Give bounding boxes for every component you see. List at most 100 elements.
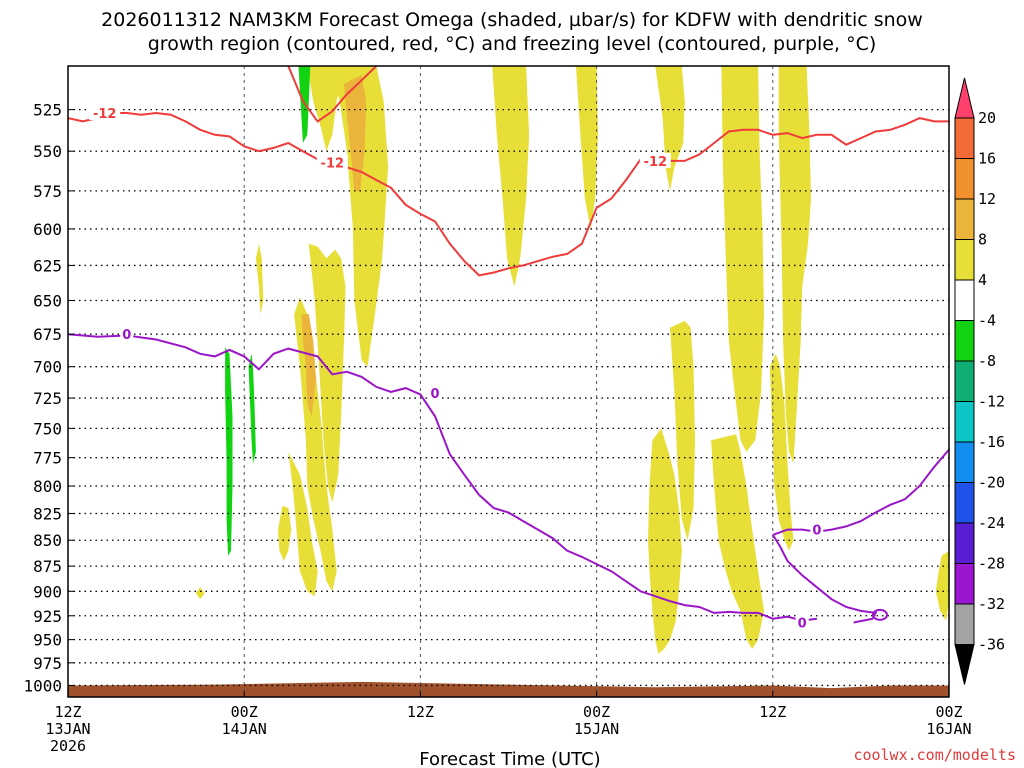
omega-shaded-region — [307, 66, 344, 152]
colorbar-tick-label: 12 — [978, 190, 996, 208]
y-tick-label: 775 — [33, 449, 62, 468]
contour-label: 0 — [122, 328, 131, 343]
credit-text: coolwx.com/modelts — [853, 746, 1016, 764]
y-tick-label: 875 — [33, 557, 62, 576]
contour-label: -12 — [93, 107, 117, 122]
omega-shaded-region — [778, 66, 811, 464]
colorbar-tick-label: 16 — [978, 150, 996, 168]
omega-shaded-region — [721, 66, 764, 452]
y-tick-label: 900 — [33, 582, 62, 601]
x-tick-label: 12Z — [759, 703, 786, 721]
omega-shaded-region — [576, 66, 599, 229]
omega-shaded-region — [248, 353, 256, 464]
colorbar-tick-label: -8 — [978, 352, 996, 370]
x-tick-label: 12Z — [54, 703, 81, 721]
colorbar-tick-label: -24 — [978, 514, 1005, 532]
omega-shaded-region — [278, 505, 292, 561]
freezing-level-hook — [771, 534, 878, 624]
colorbar: 20 16 12 8 4 -4 -8 -12 -16 -20 -24 -28 -32 -36 — [954, 77, 1005, 685]
omega-shaded-region — [195, 587, 205, 600]
contour-label-bg — [120, 326, 134, 342]
contour-label: -12 — [644, 155, 668, 170]
colorbar-tick-label: -4 — [978, 312, 996, 330]
omega-shaded-region — [294, 297, 337, 592]
chart-title-line1: 2026011312 NAM3KM Forecast Omega (shaded… — [101, 9, 923, 31]
y-tick-label: 1000 — [23, 676, 62, 695]
y-tick-label: 800 — [33, 477, 62, 496]
y-tick-label: 675 — [33, 325, 62, 344]
colorbar-segment — [954, 441, 975, 483]
x-tick-label: 00Z — [231, 703, 258, 721]
omega-shaded-region — [655, 66, 685, 191]
colorbar-segment — [954, 482, 975, 524]
colorbar-segment — [954, 320, 975, 362]
colorbar-segment — [954, 198, 975, 240]
contour-label-bg — [639, 152, 671, 168]
y-tick-label: 575 — [33, 182, 62, 201]
omega-shaded-region — [225, 347, 233, 556]
omega-shaded-region — [255, 243, 264, 315]
y-axis: 525 550 575 600 625 650 675 700 725 750 775 800 825 8… — [23, 101, 74, 695]
contour-label: 0 — [431, 387, 440, 402]
contour-label: -12 — [321, 156, 345, 171]
omega-shaded-region — [769, 353, 794, 551]
freezing-level-line — [68, 333, 818, 622]
x-axis-label: Forecast Time (UTC) — [419, 749, 600, 768]
plot-area: -12 -12 -12 0 0 0 0 — [67, 65, 950, 698]
colorbar-tick-label: 4 — [978, 271, 987, 289]
colorbar-tick-label: 20 — [978, 109, 996, 127]
x-tick-label: 00Z — [935, 703, 962, 721]
colorbar-tick-label: -12 — [978, 393, 1005, 411]
dendritic-contour-upper — [287, 66, 377, 123]
y-tick-label: 825 — [33, 505, 62, 524]
freezing-level-closed-loop — [871, 608, 888, 621]
omega-shaded-region — [935, 550, 949, 621]
colorbar-segment — [954, 563, 975, 605]
x-tick-label: 15JAN — [574, 720, 619, 738]
omega-shaded-region — [301, 314, 317, 417]
contour-label-bg — [89, 105, 121, 121]
y-tick-label: 975 — [33, 654, 62, 673]
y-tick-label: 850 — [33, 531, 62, 550]
colorbar-tick-label: -20 — [978, 474, 1005, 492]
omega-shaded-region — [330, 66, 389, 367]
contour-label-bg — [428, 385, 442, 401]
omega-shaded-region — [492, 66, 530, 287]
x-tick-label: 14JAN — [222, 720, 267, 738]
contour-label-bg — [810, 521, 824, 537]
omega-shaded-region — [371, 159, 381, 214]
y-tick-label: 525 — [33, 101, 62, 120]
colorbar-segment — [954, 522, 975, 564]
colorbar-tick-label: -16 — [978, 433, 1005, 451]
y-tick-label: 625 — [33, 256, 62, 275]
y-tick-label: 700 — [33, 358, 62, 377]
x-tick-label: 00Z — [583, 703, 610, 721]
y-tick-label: 650 — [33, 291, 62, 310]
x-tick-label: 16JAN — [926, 720, 971, 738]
x-tick-label: 2026 — [50, 737, 86, 755]
x-tick-label: 13JAN — [45, 720, 90, 738]
contour-label-bg — [316, 154, 348, 170]
colorbar-segment — [954, 401, 975, 443]
omega-shaded-region — [670, 320, 695, 541]
colorbar-segment — [954, 239, 975, 281]
contour-label: 0 — [798, 617, 807, 632]
colorbar-segment — [954, 360, 975, 402]
y-tick-label: 550 — [33, 142, 62, 161]
chart-title-line2: growth region (contoured, red, °C) and f… — [148, 33, 877, 55]
y-tick-label: 600 — [33, 220, 62, 239]
colorbar-segment — [954, 279, 975, 321]
freezing-level-line-right — [772, 448, 949, 536]
omega-shaded-region — [344, 74, 367, 191]
omega-shaded-region — [288, 451, 318, 597]
y-tick-label: 925 — [33, 607, 62, 626]
colorbar-segment — [954, 603, 975, 645]
y-tick-label: 750 — [33, 419, 62, 438]
colorbar-tick-label: -28 — [978, 555, 1005, 573]
omega-shaded-region — [711, 434, 764, 649]
y-tick-label: 950 — [33, 631, 62, 650]
colorbar-segment — [954, 158, 975, 200]
colorbar-bottom-arrow — [954, 644, 975, 685]
contour-label-bg — [795, 614, 809, 630]
